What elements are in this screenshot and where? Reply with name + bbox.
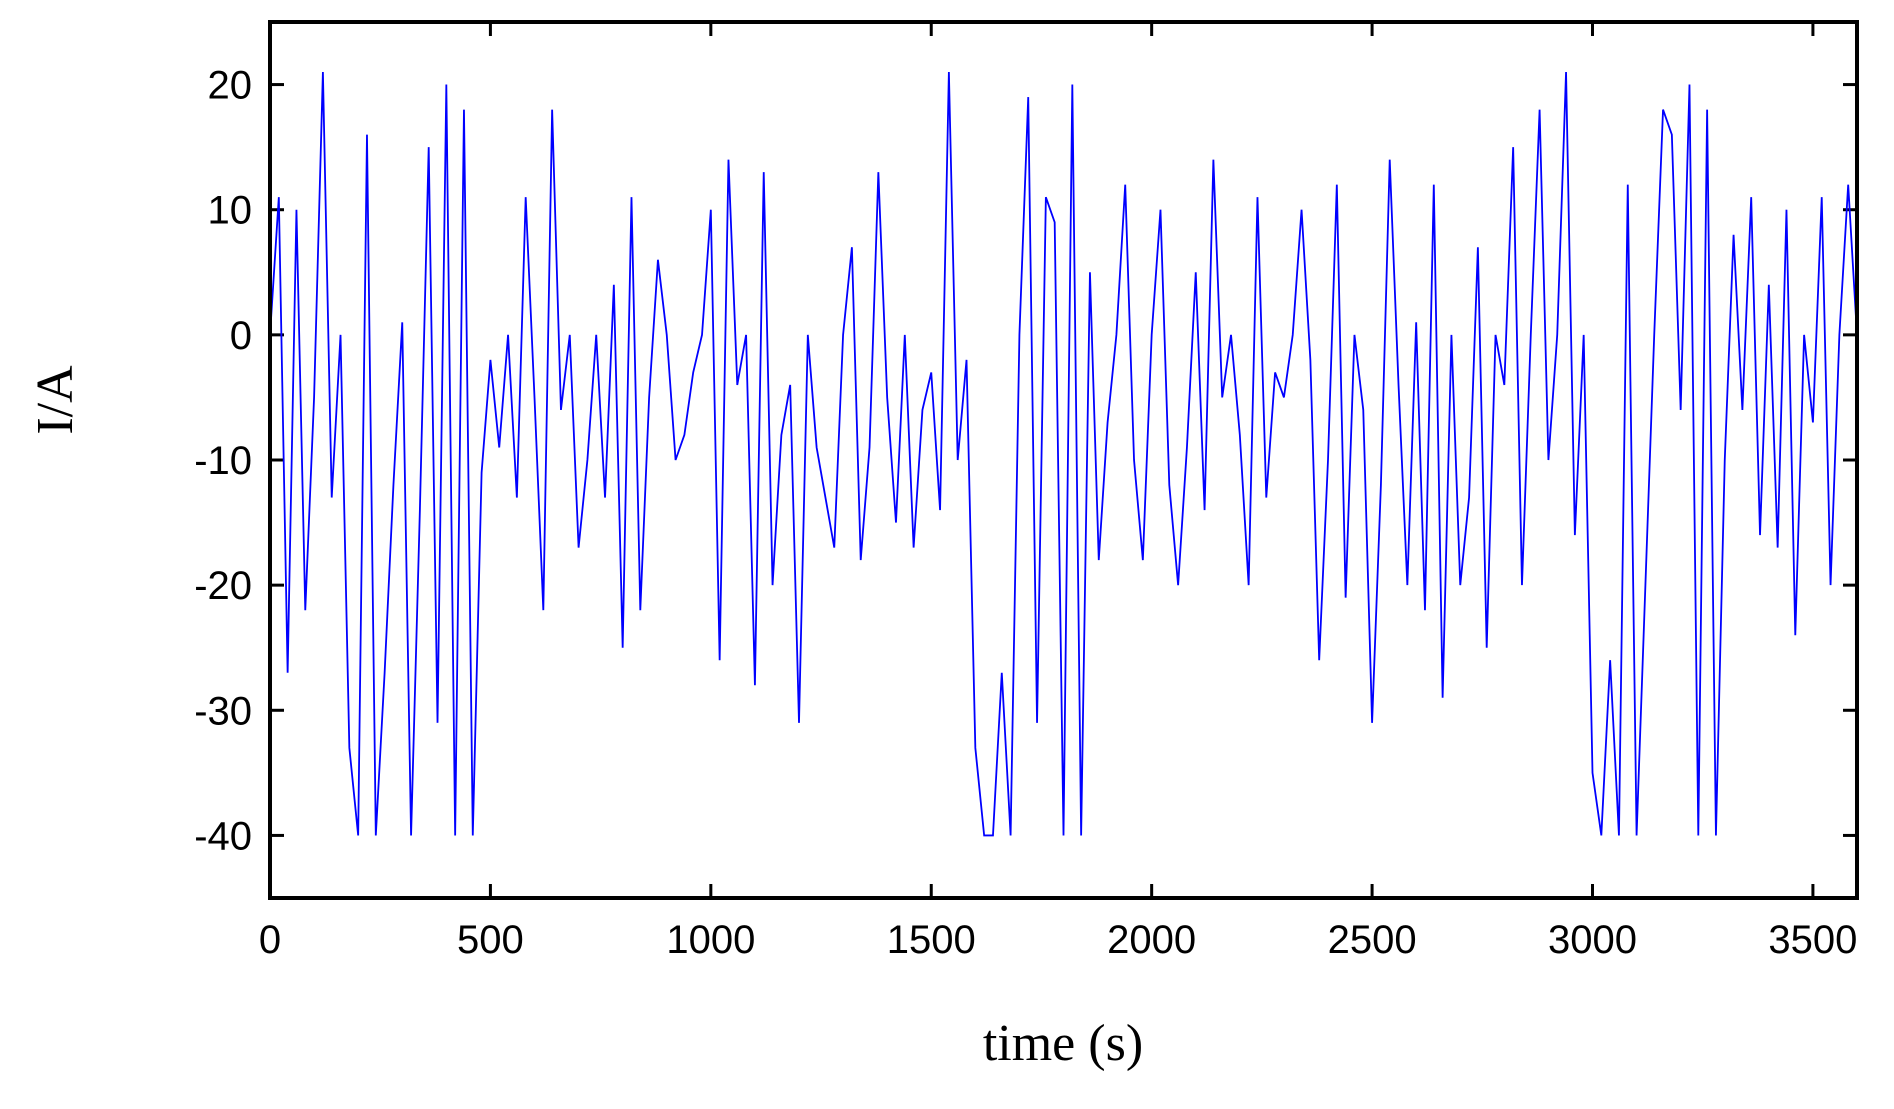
x-tick-label: 500 — [457, 918, 524, 962]
y-tick-label: 10 — [208, 189, 253, 233]
y-axis-label: I/A — [27, 365, 84, 435]
x-tick-label: 0 — [259, 918, 281, 962]
y-tick-label: -30 — [194, 689, 252, 733]
x-tick-label: 1500 — [887, 918, 976, 962]
x-tick-label: 3500 — [1768, 918, 1857, 962]
x-tick-label: 2500 — [1328, 918, 1417, 962]
x-tick-label: 1000 — [666, 918, 755, 962]
x-axis-label: time (s) — [983, 1015, 1143, 1072]
y-tick-label: -20 — [194, 564, 252, 608]
y-tick-label: -40 — [194, 814, 252, 858]
x-tick-label: 3000 — [1548, 918, 1637, 962]
y-tick-label: -10 — [194, 439, 252, 483]
data-line — [269, 72, 1858, 837]
plot-frame — [268, 20, 1859, 900]
x-tick-label: 2000 — [1107, 918, 1196, 962]
y-tick-label: 20 — [208, 64, 253, 108]
y-tick-label: 0 — [230, 314, 252, 358]
